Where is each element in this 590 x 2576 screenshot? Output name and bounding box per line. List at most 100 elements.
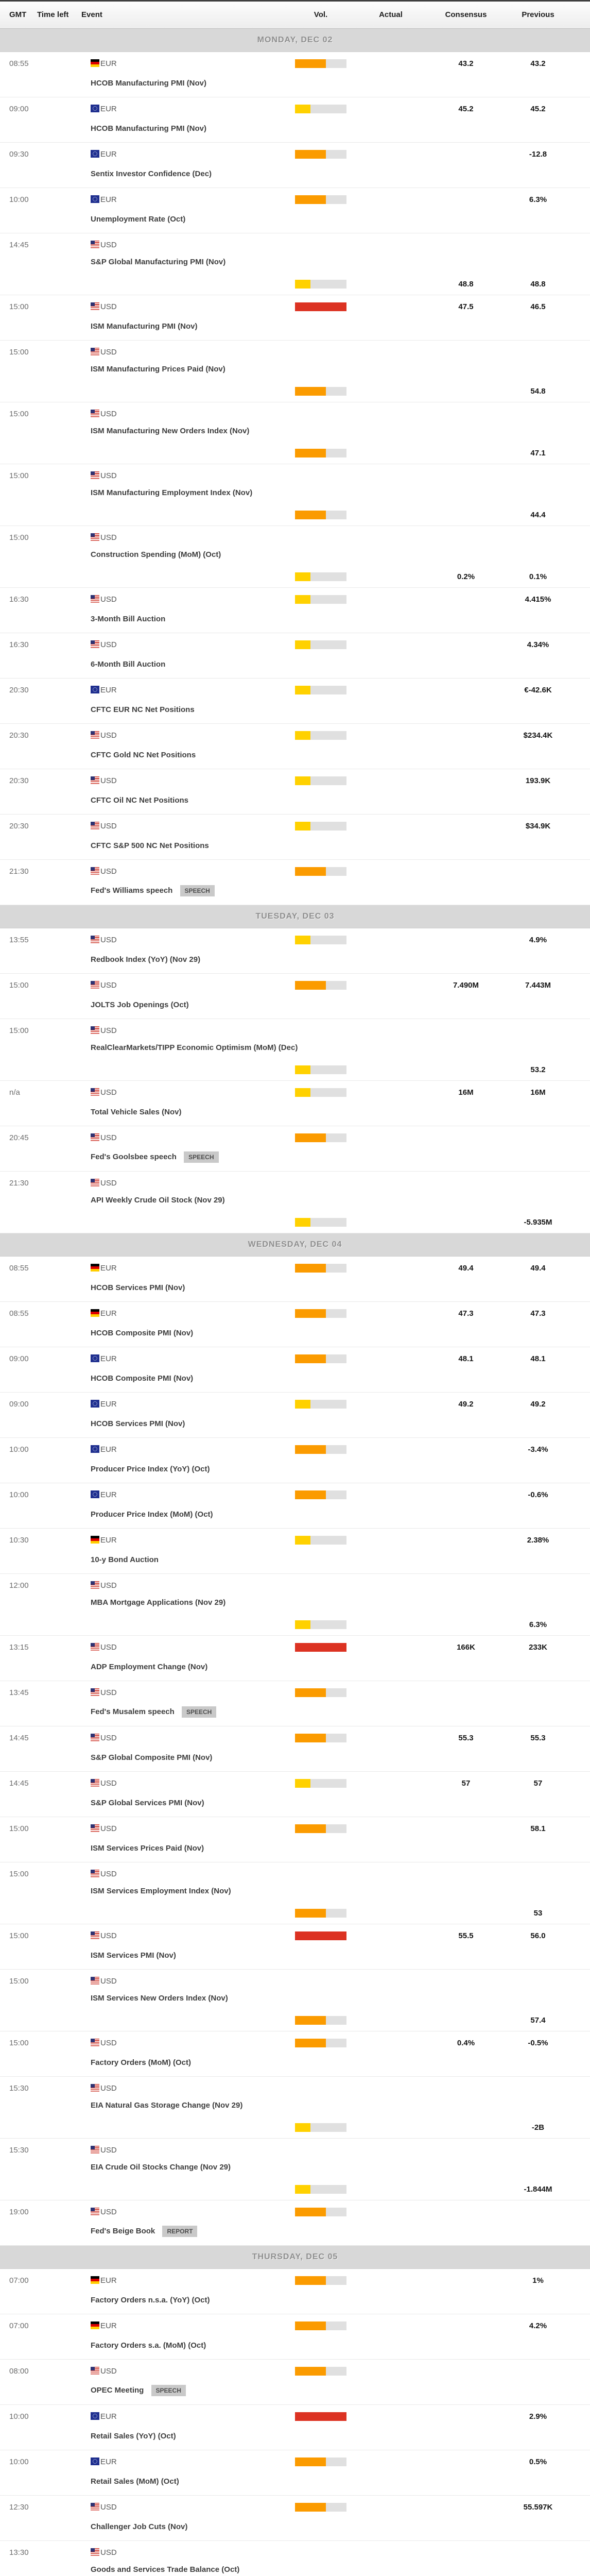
calendar-row[interactable]: 07:00 EUR 4.2% Factory Orders s.a. (MoM)…: [0, 2314, 590, 2360]
consensus-value: [435, 2123, 497, 2129]
event-country: USD: [91, 776, 295, 785]
calendar-row[interactable]: 13:55 USD 4.9% Redbook Index (YoY) (Nov …: [0, 928, 590, 974]
calendar-row[interactable]: 13:15 USD 166K 233K ADP Employment Chang…: [0, 1636, 590, 1681]
calendar-row[interactable]: 15:00 USD 7.490M 7.443M JOLTS Job Openin…: [0, 974, 590, 1019]
calendar-row[interactable]: 21:30 USD Fed's Williams speech SPEECH: [0, 860, 590, 905]
calendar-row[interactable]: 15:00 USD 53 ISM Services Employment Ind…: [0, 1862, 590, 1924]
calendar-row[interactable]: 13:30 USD $-78.8B $-84.4B Goods and Serv…: [0, 2541, 590, 2576]
column-header-previous: Previous: [522, 10, 554, 19]
calendar-row[interactable]: 09:00 EUR 48.1 48.1 HCOB Composite PMI (…: [0, 1347, 590, 1393]
volatility-bar: [295, 2016, 346, 2025]
event-title: Producer Price Index (YoY) (Oct): [91, 1464, 210, 1473]
currency-label: USD: [100, 471, 117, 480]
calendar-row[interactable]: 08:55 EUR 47.3 47.3 HCOB Composite PMI (…: [0, 1302, 590, 1347]
calendar-row[interactable]: 09:30 EUR -12.8 Sentix Investor Confiden…: [0, 143, 590, 188]
calendar-row[interactable]: 10:30 EUR 2.38% 10-y Bond Auction: [0, 1529, 590, 1574]
volatility-bar-fill: [295, 511, 326, 519]
event-title: S&P Global Composite PMI (Nov): [91, 1753, 213, 1762]
previous-value: 57.4: [530, 2016, 546, 2025]
event-country: USD: [91, 241, 295, 249]
volatility-bar-fill: [295, 1133, 326, 1142]
event-country: USD: [91, 2146, 295, 2155]
calendar-row[interactable]: 15:00 USD 44.4 ISM Manufacturing Employm…: [0, 464, 590, 526]
calendar-row[interactable]: 10:00 EUR 2.9% Retail Sales (YoY) (Oct): [0, 2405, 590, 2450]
calendar-row[interactable]: 15:00 USD 53.2 RealClearMarkets/TIPP Eco…: [0, 1019, 590, 1081]
volatility-bar: [295, 2123, 346, 2132]
calendar-row[interactable]: 09:00 EUR 49.2 49.2 HCOB Services PMI (N…: [0, 1393, 590, 1438]
currency-label: EUR: [100, 59, 117, 68]
calendar-row[interactable]: 14:45 USD 57 57 S&P Global Services PMI …: [0, 1772, 590, 1817]
actual-value: [346, 572, 435, 579]
volatility-bar-fill: [295, 2367, 326, 2376]
calendar-row[interactable]: 15:00 USD 0.2% 0.1% Construction Spendin…: [0, 526, 590, 588]
event-time: 12:30: [9, 2503, 29, 2512]
previous-value: 46.5: [530, 302, 546, 311]
previous-value: 49.4: [530, 1264, 546, 1273]
calendar-row[interactable]: 21:30 USD -5.935M API Weekly Crude Oil S…: [0, 1172, 590, 1233]
calendar-row[interactable]: 20:45 USD Fed's Goolsbee speech SPEECH: [0, 1126, 590, 1172]
volatility-bar: [295, 1445, 346, 1454]
calendar-row[interactable]: 10:00 EUR 0.5% Retail Sales (MoM) (Oct): [0, 2450, 590, 2496]
event-country: EUR: [91, 2412, 295, 2421]
flag-usa-icon: [91, 936, 99, 943]
calendar-row[interactable]: 08:55 EUR 43.2 43.2 HCOB Manufacturing P…: [0, 52, 590, 97]
calendar-row[interactable]: 08:00 USD OPEC Meeting SPEECH: [0, 2360, 590, 2405]
event-time: 20:45: [9, 1133, 29, 1142]
calendar-row[interactable]: 20:30 USD $234.4K CFTC Gold NC Net Posit…: [0, 724, 590, 769]
volatility-bar-fill: [295, 1445, 326, 1454]
calendar-row[interactable]: 19:00 USD Fed's Beige Book REPORT: [0, 2200, 590, 2246]
calendar-row[interactable]: 15:00 USD 58.1 ISM Services Prices Paid …: [0, 1817, 590, 1862]
event-title: Factory Orders s.a. (MoM) (Oct): [91, 2341, 206, 2350]
calendar-row[interactable]: 20:30 USD 193.9K CFTC Oil NC Net Positio…: [0, 769, 590, 815]
calendar-row[interactable]: 15:30 USD -2B EIA Natural Gas Storage Ch…: [0, 2077, 590, 2139]
calendar-row[interactable]: 10:00 EUR 6.3% Unemployment Rate (Oct): [0, 188, 590, 233]
consensus-value: [435, 2185, 497, 2191]
calendar-row[interactable]: 07:00 EUR 1% Factory Orders n.s.a. (YoY)…: [0, 2269, 590, 2314]
flag-european-union-icon: [91, 2458, 99, 2465]
calendar-row[interactable]: 12:00 USD 6.3% MBA Mortgage Applications…: [0, 1574, 590, 1636]
currency-label: EUR: [100, 1490, 117, 1499]
event-time: 13:15: [9, 1643, 29, 1652]
calendar-row[interactable]: 13:45 USD Fed's Musalem speech SPEECH: [0, 1681, 590, 1726]
calendar-row[interactable]: 08:55 EUR 49.4 49.4 HCOB Services PMI (N…: [0, 1257, 590, 1302]
event-country: USD: [91, 640, 295, 649]
event-title-line: HCOB Composite PMI (Nov): [91, 1329, 579, 1345]
event-title: ISM Services Employment Index (Nov): [91, 1887, 231, 1895]
calendar-row[interactable]: 15:00 USD 54.8 ISM Manufacturing Prices …: [0, 341, 590, 402]
event-title-line: EIA Natural Gas Storage Change (Nov 29): [91, 2101, 579, 2117]
calendar-row[interactable]: 09:00 EUR 45.2 45.2 HCOB Manufacturing P…: [0, 97, 590, 143]
calendar-row[interactable]: 15:00 USD 55.5 56.0 ISM Services PMI (No…: [0, 1924, 590, 1970]
calendar-row[interactable]: 12:30 USD 55.597K Challenger Job Cuts (N…: [0, 2496, 590, 2541]
volatility-cell: [295, 867, 346, 876]
volatility-cell: [295, 1065, 346, 1080]
volatility-cell: [295, 1909, 346, 1924]
calendar-row[interactable]: 16:30 USD 4.34% 6-Month Bill Auction: [0, 633, 590, 679]
volatility-bar-fill: [295, 2123, 310, 2132]
calendar-row[interactable]: 10:00 EUR -0.6% Producer Price Index (Mo…: [0, 1483, 590, 1529]
event-title: Fed's Musalem speech: [91, 1707, 175, 1716]
previous-value: -0.6%: [528, 1490, 548, 1499]
calendar-row[interactable]: 15:30 USD -1.844M EIA Crude Oil Stocks C…: [0, 2139, 590, 2200]
calendar-row[interactable]: 15:00 USD 47.5 46.5 ISM Manufacturing PM…: [0, 295, 590, 341]
event-time: 20:30: [9, 776, 29, 785]
previous-value: 44.4: [530, 511, 546, 519]
calendar-row[interactable]: 14:45 USD 55.3 55.3 S&P Global Composite…: [0, 1726, 590, 1772]
previous-value: 233K: [529, 1643, 547, 1652]
flag-european-union-icon: [91, 1354, 99, 1362]
volatility-cell: [295, 936, 346, 944]
event-title: Redbook Index (YoY) (Nov 29): [91, 955, 201, 964]
event-badge: SPEECH: [184, 1151, 219, 1163]
previous-value: 4.415%: [525, 595, 551, 604]
calendar-row[interactable]: 20:30 USD $34.9K CFTC S&P 500 NC Net Pos…: [0, 815, 590, 860]
calendar-row[interactable]: 10:00 EUR -3.4% Producer Price Index (Yo…: [0, 1438, 590, 1483]
event-title: CFTC Gold NC Net Positions: [91, 750, 196, 759]
event-title: CFTC S&P 500 NC Net Positions: [91, 841, 209, 850]
calendar-row[interactable]: 15:00 USD 57.4 ISM Services New Orders I…: [0, 1970, 590, 2031]
event-title-line: CFTC Oil NC Net Positions: [91, 796, 579, 812]
calendar-row[interactable]: 15:00 USD 47.1 ISM Manufacturing New Ord…: [0, 402, 590, 464]
calendar-row[interactable]: n/a USD 16M 16M Total Vehicle Sales (Nov…: [0, 1081, 590, 1126]
calendar-row[interactable]: 15:00 USD 0.4% -0.5% Factory Orders (MoM…: [0, 2031, 590, 2077]
calendar-row[interactable]: 20:30 EUR €-42.6K CFTC EUR NC Net Positi…: [0, 679, 590, 724]
calendar-row[interactable]: 14:45 USD 48.8 48.8 S&P Global Manufactu…: [0, 233, 590, 295]
calendar-row[interactable]: 16:30 USD 4.415% 3-Month Bill Auction: [0, 588, 590, 633]
